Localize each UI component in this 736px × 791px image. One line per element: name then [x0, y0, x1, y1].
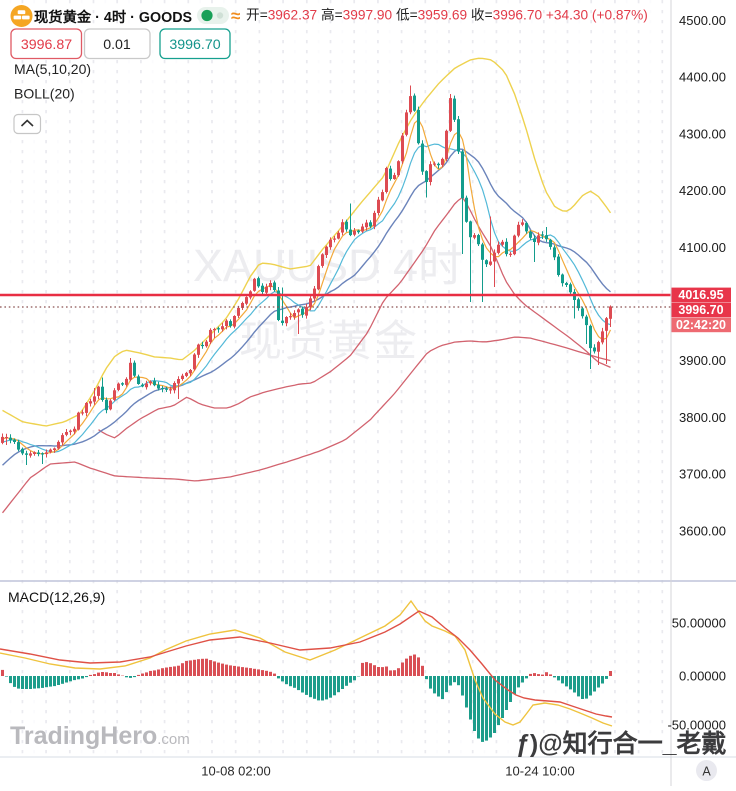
svg-text:开=3962.37 高=3997.90 低=3959.69: 开=3962.37 高=3997.90 低=3959.69 收=3996.70 … [246, 7, 648, 23]
svg-text:3700.00: 3700.00 [679, 467, 726, 482]
svg-text:A: A [702, 765, 711, 779]
svg-text:3996.87: 3996.87 [21, 37, 72, 53]
svg-text:0.00000: 0.00000 [679, 669, 726, 684]
svg-text:4400.00: 4400.00 [679, 70, 726, 85]
svg-text:ƒ)@知行合一_老戴: ƒ)@知行合一_老戴 [516, 729, 727, 758]
svg-text:3900.00: 3900.00 [679, 353, 726, 368]
svg-text:MACD(12,26,9): MACD(12,26,9) [8, 589, 105, 605]
svg-text:3996.70: 3996.70 [169, 37, 220, 53]
svg-text:3600.00: 3600.00 [679, 524, 726, 539]
svg-text:≈: ≈ [231, 7, 240, 26]
svg-text:4100.00: 4100.00 [679, 240, 726, 255]
svg-text:4016.95: 4016.95 [678, 288, 723, 302]
svg-text:50.00000: 50.00000 [672, 616, 726, 631]
svg-text:现货黄金: 现货黄金 [239, 318, 419, 366]
svg-text:0.01: 0.01 [103, 37, 131, 53]
svg-text:10-24 10:00: 10-24 10:00 [505, 764, 574, 779]
svg-text:MA(5,10,20): MA(5,10,20) [14, 61, 91, 77]
svg-text:4200.00: 4200.00 [679, 183, 726, 198]
svg-text:3996.70: 3996.70 [678, 303, 723, 317]
svg-text:现货黄金 · 4时 · GOODS: 现货黄金 · 4时 · GOODS [34, 8, 192, 26]
svg-text:4300.00: 4300.00 [679, 126, 726, 141]
svg-text:10-08 02:00: 10-08 02:00 [201, 764, 270, 779]
svg-text:BOLL(20): BOLL(20) [14, 86, 75, 102]
svg-text:3800.00: 3800.00 [679, 410, 726, 425]
svg-text:02:42:20: 02:42:20 [676, 318, 726, 332]
svg-text:4500.00: 4500.00 [679, 13, 726, 28]
